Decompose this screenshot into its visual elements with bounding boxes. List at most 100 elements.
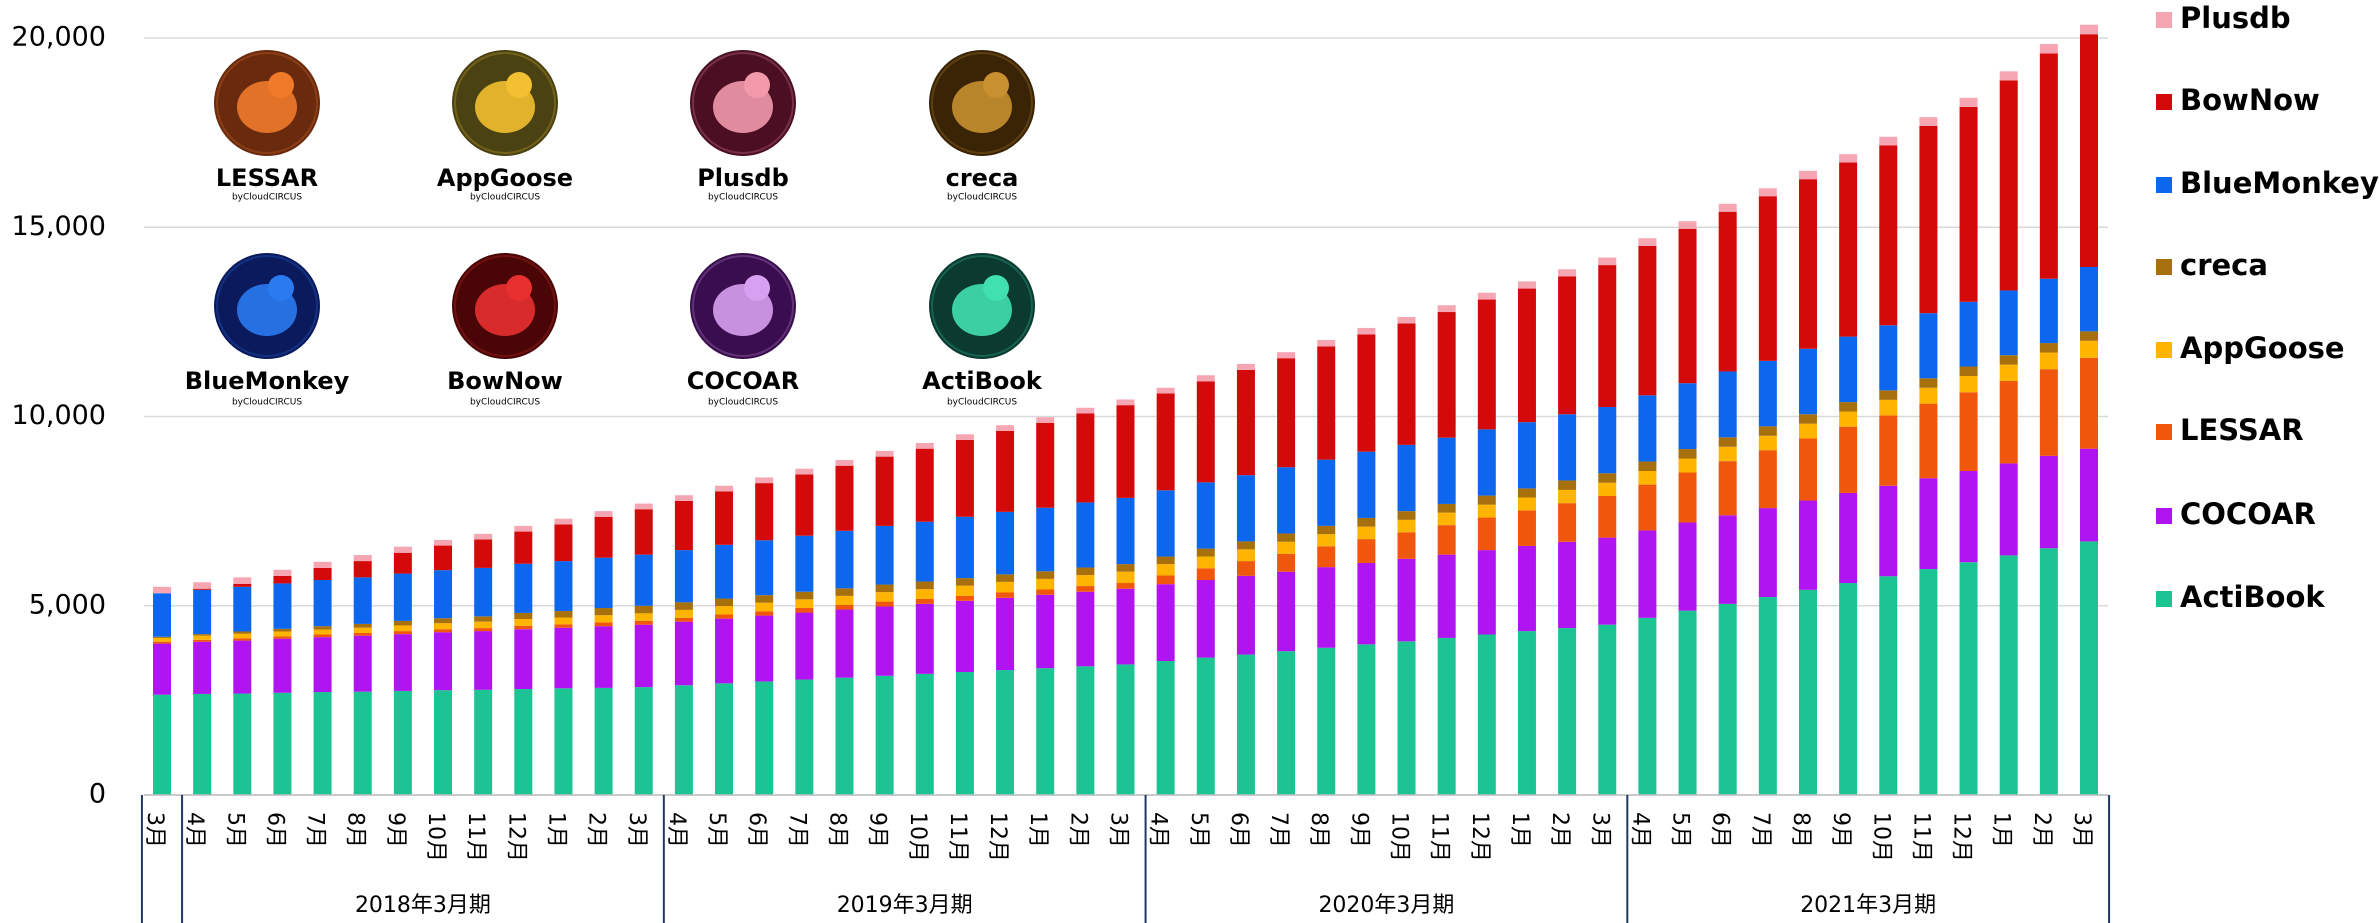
bar-segment: [2039, 369, 2058, 456]
bar-segment: [996, 581, 1015, 593]
legend-label: LESSAR: [2180, 413, 2304, 447]
bar-segment: [1036, 422, 1055, 508]
bar-segment: [996, 430, 1015, 512]
bar-segment: [996, 592, 1015, 598]
bar-segment: [955, 439, 974, 517]
bar-segment: [1477, 429, 1496, 496]
bar-segment: [1317, 459, 1336, 526]
logo-ring: [692, 52, 794, 154]
bar-segment: [1036, 417, 1055, 423]
bar-segment: [313, 561, 332, 568]
logo-byline: byCloudCIRCUS: [708, 193, 778, 203]
bar-segment: [193, 635, 212, 640]
x-tick-label: 3月: [1587, 812, 1612, 848]
bar-segment: [1879, 325, 1898, 391]
bar-segment: [594, 687, 613, 795]
bar-segment: [1718, 461, 1737, 516]
bar-segment: [1196, 381, 1215, 483]
bar-segment: [193, 582, 212, 589]
x-tick-label: 1月: [1507, 812, 1532, 848]
bar-segment: [1919, 125, 1938, 314]
x-tick-label: 10月: [423, 812, 448, 862]
bar-segment: [875, 606, 894, 676]
bar-segment: [393, 573, 412, 621]
bar-segment: [996, 670, 1015, 795]
bar-segment: [1116, 564, 1135, 572]
bar-segment: [2039, 278, 2058, 344]
bar-segment: [1437, 437, 1456, 504]
bar-segment: [1919, 387, 1938, 404]
bar-segment: [233, 638, 252, 641]
bar-segment: [715, 683, 734, 795]
bar-segment: [2039, 548, 2058, 795]
bar-segment: [1116, 588, 1135, 665]
bar-segment: [514, 629, 533, 690]
x-tick-label: 4月: [1146, 812, 1171, 848]
bar-segment: [153, 641, 171, 644]
bar-segment: [674, 495, 693, 501]
bar-segment: [955, 595, 974, 601]
logo-name: BlueMonkey: [185, 367, 350, 395]
bar-segment: [434, 629, 453, 633]
bar-segment: [1397, 532, 1416, 559]
logo-byline: byCloudCIRCUS: [708, 398, 778, 408]
y-tick-label: 0: [89, 779, 106, 810]
bar-segment: [755, 483, 774, 541]
bar-segment: [795, 591, 814, 600]
bar-segment: [1959, 562, 1978, 795]
bar-segment: [1758, 196, 1777, 361]
bar-segment: [1999, 463, 2018, 556]
bar-segment: [1196, 556, 1215, 569]
bar-segment: [434, 545, 453, 571]
legend-swatch: [2156, 342, 2172, 358]
bar-segment: [1397, 316, 1416, 324]
bar-segment: [2080, 34, 2098, 267]
bar-segment: [1839, 336, 1858, 403]
bar-segment: [1959, 471, 1978, 563]
bar-segment: [915, 521, 934, 582]
logo-ring: [454, 255, 556, 357]
bar-segment: [1397, 519, 1416, 533]
x-tick-label: 8月: [1306, 812, 1331, 848]
bar-segment: [915, 603, 934, 674]
bar-segment: [1277, 467, 1296, 534]
x-tick-label: 7月: [1748, 812, 1773, 848]
bar-segment: [674, 617, 693, 622]
bar-segment: [1036, 578, 1055, 590]
bar-segment: [594, 615, 613, 623]
bar-segment: [1959, 106, 1978, 302]
bar-segment: [1317, 340, 1336, 347]
bar-segment: [996, 511, 1015, 575]
bar-segment: [795, 535, 814, 592]
bar-segment: [1919, 478, 1938, 570]
bar-segment: [434, 618, 453, 624]
bar-segment: [875, 601, 894, 607]
legend-label: ActiBook: [2180, 580, 2325, 614]
bar-segment: [1317, 534, 1336, 547]
y-tick-label: 15,000: [12, 211, 106, 242]
bar-segment: [915, 598, 934, 604]
bar-segment: [2080, 24, 2098, 35]
x-tick-label: 6月: [262, 812, 287, 848]
bar-segment: [393, 625, 412, 632]
bar-segment: [193, 639, 212, 642]
legend-swatch: [2156, 508, 2172, 524]
y-tick-label: 10,000: [12, 400, 106, 431]
bar-segment: [2039, 455, 2058, 549]
bar-segment: [233, 583, 252, 587]
bar-segment: [634, 624, 653, 688]
bar-segment: [1156, 393, 1175, 491]
y-tick-label: 20,000: [12, 22, 106, 53]
bar-segment: [1919, 378, 1938, 388]
bar-segment: [1517, 497, 1536, 511]
logo-name: COCOAR: [687, 367, 799, 395]
bar-segment: [1116, 571, 1135, 584]
bar-segment: [1357, 526, 1376, 540]
x-tick-label: 1月: [543, 812, 568, 848]
bar-segment: [1598, 495, 1617, 538]
bar-segment: [1758, 508, 1777, 598]
bar-segment: [554, 524, 573, 562]
x-tick-label: 3月: [1106, 812, 1131, 848]
x-tick-label: 12月: [985, 812, 1010, 862]
